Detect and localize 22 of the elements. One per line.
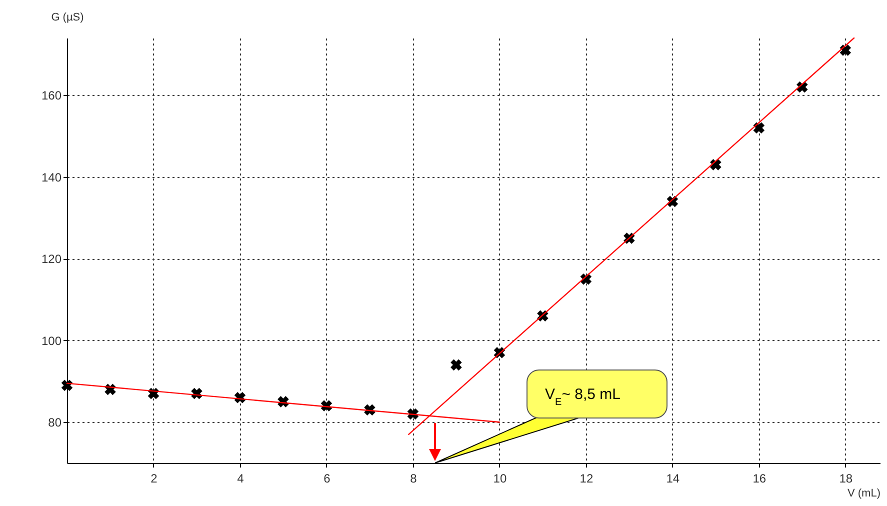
- x-tick-label: 2: [150, 472, 158, 486]
- annotation: V$_{E}$~ 8,5 mL: [545, 386, 620, 408]
- point: [840, 44, 852, 56]
- y-tick-label: 140: [41, 170, 62, 184]
- y-tick-label: 80: [48, 416, 62, 430]
- point: [710, 159, 722, 170]
- x-tick-label: 14: [666, 472, 680, 486]
- x-tick-label: 8: [410, 472, 418, 486]
- x-tick-label: 6: [324, 472, 331, 486]
- x-tick-label: 16: [752, 472, 766, 486]
- x-tick-label: 12: [580, 472, 594, 486]
- x-tick-label: 18: [839, 472, 853, 486]
- point: [61, 380, 73, 391]
- y-tick-label: 100: [41, 334, 62, 348]
- point: [753, 122, 765, 134]
- x-axis-title: V (mL): [848, 488, 880, 500]
- y-tick-label: 160: [41, 88, 62, 103]
- x-tick-label: 10: [493, 472, 507, 486]
- point: [450, 359, 462, 371]
- x-tick-label: 4: [237, 472, 244, 486]
- y-axis-title: G (µS): [51, 12, 84, 24]
- y-tick-label: 120: [41, 252, 62, 266]
